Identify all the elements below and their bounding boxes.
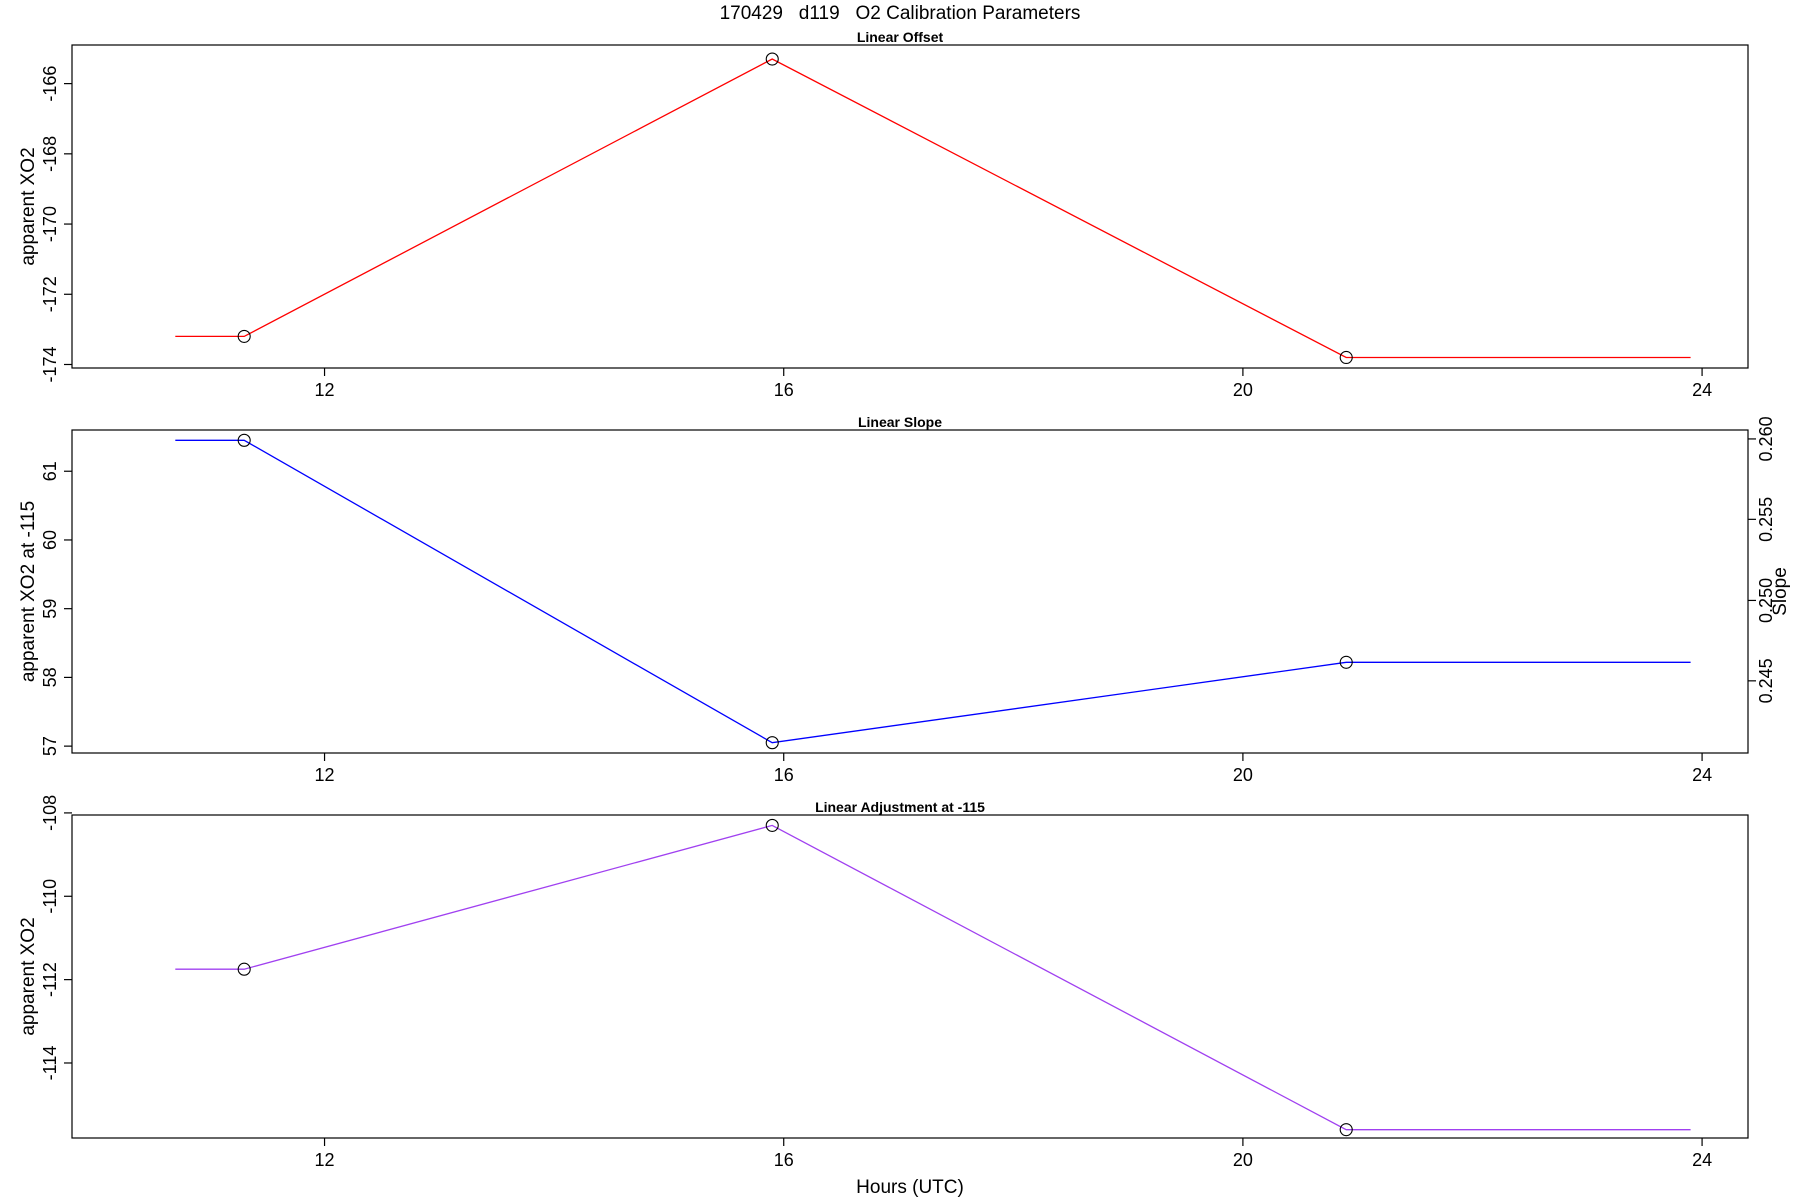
data-point [237,433,251,447]
y-tick-label: 61 [40,461,60,481]
y-tick-label: -166 [40,66,60,102]
y-tick-label: 58 [40,667,60,687]
x-tick-label: 12 [315,380,335,400]
y2-axis-label: Slope [1770,567,1791,616]
x-tick-label: 16 [774,765,794,785]
y-tick-label: -114 [40,1046,60,1081]
x-tick-label: 12 [315,765,335,785]
panel-3: Linear Adjustment at -115 12 16 20 24 -114 -11… [18,795,1749,1170]
chart-panels: Linear Offset 12 16 20 24 -174 -172 -170 -168 -16… [18,29,1791,1170]
y2-tick-label: 0.260 [1756,416,1776,461]
y-axis-label: apparent XO2 [18,917,39,1035]
y-tick-label: 59 [40,599,60,619]
y-tick-label: -108 [40,795,60,831]
x-tick-label: 20 [1233,380,1253,400]
panel-title: Linear Slope [858,414,942,430]
x-axis-label: Hours (UTC) [856,1177,964,1198]
y-tick-label: -110 [40,879,60,914]
y-tick-label: 57 [40,736,60,756]
x-tick-label: 16 [774,380,794,400]
x-tick-label: 20 [1233,765,1253,785]
x-tick-label: 24 [1692,1150,1712,1170]
figure-title: 170429 d119 O2 Calibration Parameters [720,3,1081,24]
y2-tick-label: 0.245 [1756,658,1776,703]
y-axis-label: apparent XO2 [18,147,39,265]
series-line [175,824,1691,1131]
x-tick-label: 16 [774,1150,794,1170]
x-tick-label: 24 [1692,380,1712,400]
x-tick-label: 12 [315,1150,335,1170]
x-tick-label: 20 [1233,1150,1253,1170]
data-point [1339,655,1353,669]
panel-1: Linear Offset 12 16 20 24 -174 -172 -170 -168 -16… [18,29,1749,400]
y-tick-label: -168 [40,136,60,172]
data-point [237,962,251,976]
panel-title: Linear Adjustment at -115 [815,799,985,815]
y-tick-label: -170 [40,206,60,242]
y-axis-label: apparent XO2 at -115 [18,501,39,682]
data-point [1339,1123,1353,1137]
data-point [765,52,779,66]
series-line [175,439,1691,744]
plot-frame [71,429,1749,754]
y-tick-label: -174 [40,346,60,382]
plot-frame [71,44,1749,369]
panel-title: Linear Offset [857,29,944,45]
x-tick-label: 24 [1692,765,1712,785]
plot-frame [71,814,1749,1139]
data-point [237,329,251,343]
y-tick-label: -172 [40,276,60,312]
data-point [765,818,779,832]
series-line [175,58,1691,359]
y-tick-label: -112 [40,962,60,997]
y2-tick-label: 0.255 [1756,497,1776,542]
y2-tick-label: 0.250 [1756,578,1776,623]
y-tick-label: 60 [40,530,60,550]
data-point [1339,350,1353,365]
data-point [765,736,779,750]
